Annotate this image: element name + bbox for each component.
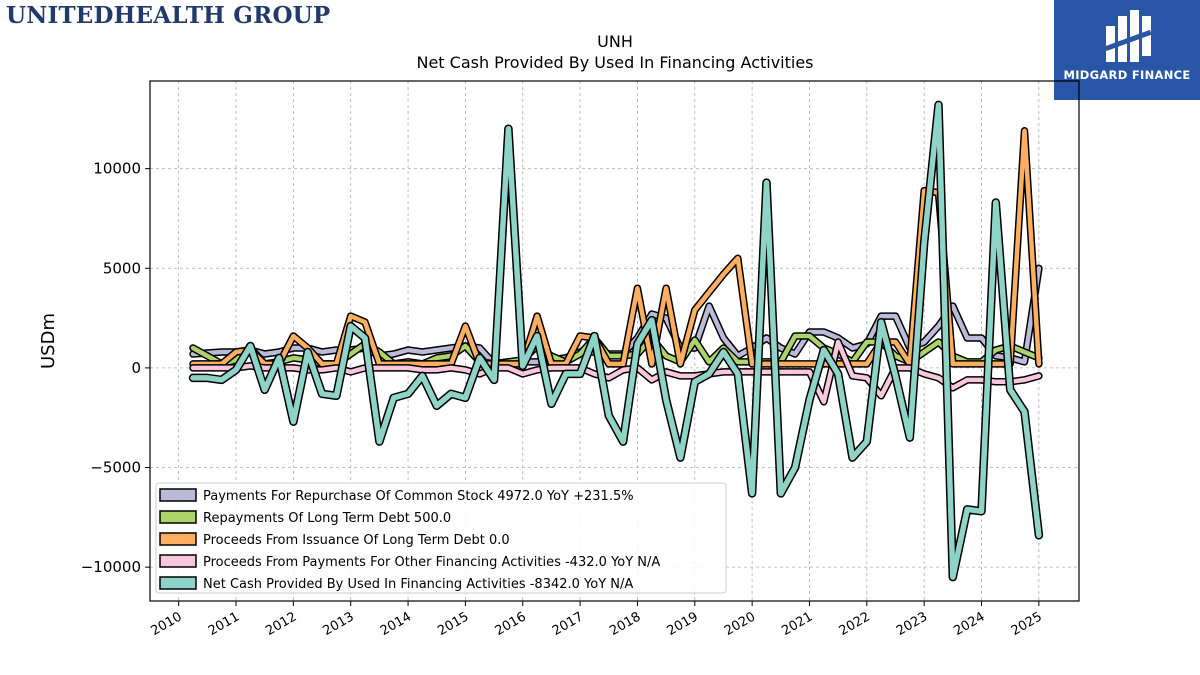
x-tick-label: 2020: [722, 609, 758, 639]
x-tick-label: 2018: [607, 609, 643, 639]
y-axis-label: USDm: [38, 313, 59, 369]
unitedhealth-logo: UNITEDHEALTH GROUP: [6, 2, 331, 29]
series-line: [190, 128, 1042, 367]
series-line: [190, 333, 1042, 367]
legend-swatch: [159, 554, 197, 568]
x-tick-label: 2011: [206, 609, 242, 639]
series-line: [190, 102, 1042, 580]
x-tick-label: 2010: [149, 609, 185, 639]
x-tick-label: 2015: [435, 609, 471, 639]
y-tick-label: −5000: [90, 459, 141, 477]
series-outline: [189, 127, 1043, 368]
legend-swatch: [159, 488, 197, 502]
series-outline: [189, 332, 1043, 368]
legend: Payments For Repurchase Of Common Stock …: [155, 482, 727, 594]
midgard-finance-logo: MIDGARD FINANCE: [1054, 0, 1200, 100]
x-tick-label: 2013: [321, 609, 357, 639]
x-tick-label: 2024: [951, 609, 987, 639]
legend-entry: Proceeds From Issuance Of Long Term Debt…: [203, 533, 510, 548]
series-line: [190, 266, 1042, 367]
x-tick-label: 2023: [894, 609, 930, 639]
y-tick-label: −10000: [81, 558, 141, 576]
x-tick-label: 2022: [837, 609, 873, 639]
legend-entry: Repayments Of Long Term Debt 500.0: [203, 511, 451, 526]
y-tick-label: 0: [131, 359, 141, 377]
x-tick-label: 2012: [263, 609, 299, 639]
y-tick-label: 5000: [103, 259, 141, 277]
series-line: [190, 339, 1042, 405]
legend-entry: Net Cash Provided By Used In Financing A…: [203, 577, 633, 592]
y-tick-label: 10000: [93, 160, 141, 178]
legend-box: [155, 482, 727, 594]
chart-title: UNH: [597, 32, 633, 51]
legend-entry: Proceeds From Payments For Other Financi…: [203, 555, 660, 570]
x-tick-label: 2021: [779, 609, 815, 639]
chart-subtitle: Net Cash Provided By Used In Financing A…: [416, 53, 813, 72]
series-outline: [189, 264, 1043, 368]
series-outline: [189, 338, 1043, 406]
axis-ticks: 2010 2011 2012 2013 2014 2015 2016 2017 2018 2019…: [81, 160, 1045, 639]
legend-swatch: [159, 576, 197, 590]
midgard-mark-icon: [1104, 10, 1152, 62]
plot-frame: [149, 80, 1080, 602]
legend-swatch: [159, 532, 197, 546]
x-tick-label: 2017: [550, 609, 586, 639]
legend-entry: Payments For Repurchase Of Common Stock …: [203, 489, 634, 504]
legend-swatch: [159, 510, 197, 524]
grid-lines: [150, 81, 1079, 601]
series-lines: [188, 100, 1044, 582]
x-tick-label: 2016: [493, 609, 529, 639]
x-tick-label: 2019: [665, 609, 701, 639]
x-tick-label: 2025: [1009, 609, 1045, 639]
series-outline: [188, 100, 1044, 582]
midgard-finance-label: MIDGARD FINANCE: [1063, 68, 1191, 82]
x-tick-label: 2014: [378, 609, 414, 639]
